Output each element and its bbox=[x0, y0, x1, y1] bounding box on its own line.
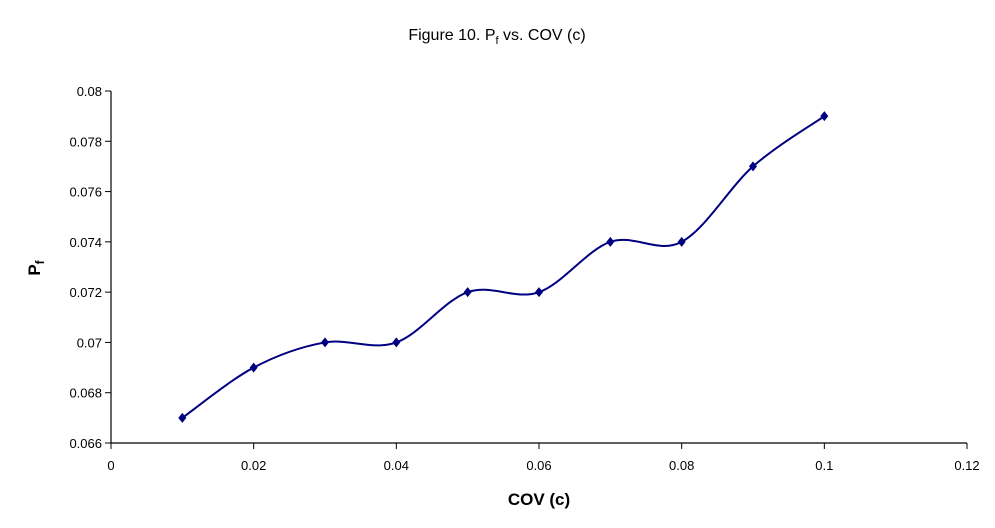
data-point bbox=[178, 412, 187, 423]
data-point bbox=[820, 111, 829, 122]
y-axis-label: Pf bbox=[25, 259, 47, 275]
data-point bbox=[677, 236, 686, 247]
x-axis-label: COV (c) bbox=[508, 490, 570, 509]
data-point bbox=[749, 161, 757, 172]
y-tick-label: 0.074 bbox=[69, 235, 102, 250]
x-tick-label: 0 bbox=[107, 458, 114, 473]
y-tick-label: 0.07 bbox=[77, 335, 102, 350]
chart-title: Figure 10. Pf vs. COV (c) bbox=[408, 27, 585, 47]
x-tick-label: 0.04 bbox=[384, 458, 409, 473]
x-tick-label: 0.06 bbox=[526, 458, 551, 473]
data-point bbox=[535, 287, 543, 298]
y-tick-label: 0.078 bbox=[69, 134, 102, 149]
series-line bbox=[181, 115, 825, 419]
y-tick-label: 0.068 bbox=[69, 386, 102, 401]
data-point bbox=[321, 337, 329, 348]
data-point bbox=[606, 236, 615, 247]
x-tick-label: 0.02 bbox=[241, 458, 266, 473]
y-tick-label: 0.08 bbox=[77, 84, 102, 99]
series-pf bbox=[178, 111, 829, 423]
x-tick-label: 0.08 bbox=[669, 458, 694, 473]
y-tick-label: 0.076 bbox=[69, 185, 102, 200]
data-point bbox=[463, 287, 472, 298]
data-point bbox=[249, 362, 258, 373]
data-point bbox=[392, 337, 401, 348]
x-tick-label: 0.1 bbox=[815, 458, 833, 473]
axes: 0.066 0.068 0.07 0.072 0.074 0.076 0.078 0.08 0 0… bbox=[69, 84, 979, 473]
y-tick-label: 0.072 bbox=[69, 285, 102, 300]
x-tick-label: 0.12 bbox=[954, 458, 979, 473]
y-tick-label: 0.066 bbox=[69, 436, 102, 451]
